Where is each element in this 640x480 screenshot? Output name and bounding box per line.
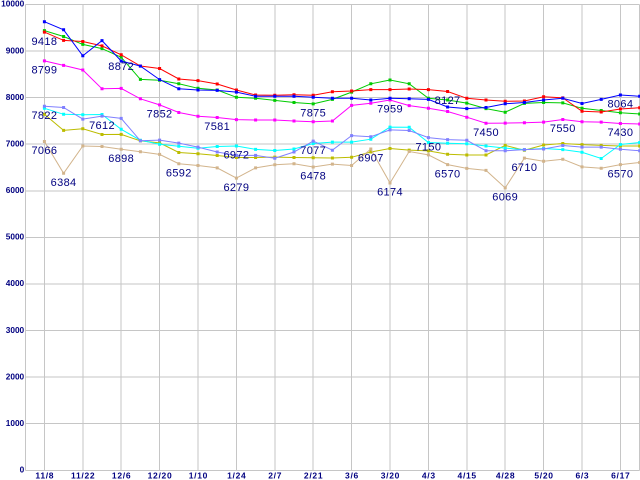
- svg-text:7550: 7550: [550, 123, 576, 135]
- svg-text:7852: 7852: [147, 109, 173, 121]
- svg-text:6/3: 6/3: [575, 470, 589, 480]
- svg-text:4000: 4000: [6, 278, 25, 288]
- svg-text:6478: 6478: [300, 171, 326, 183]
- svg-text:5000: 5000: [6, 232, 25, 242]
- svg-text:6/17: 6/17: [611, 470, 630, 480]
- svg-text:9418: 9418: [31, 36, 57, 48]
- svg-text:10000: 10000: [1, 0, 24, 9]
- svg-text:8000: 8000: [6, 92, 25, 102]
- svg-text:7430: 7430: [607, 127, 633, 139]
- svg-text:3000: 3000: [6, 325, 25, 335]
- svg-text:0: 0: [20, 465, 25, 475]
- svg-text:4/15: 4/15: [458, 470, 477, 480]
- svg-text:7612: 7612: [89, 120, 115, 132]
- svg-text:2/21: 2/21: [304, 470, 323, 480]
- svg-text:7000: 7000: [6, 138, 25, 148]
- svg-text:6898: 6898: [108, 153, 134, 165]
- svg-text:8064: 8064: [607, 99, 633, 111]
- svg-text:3/6: 3/6: [345, 470, 359, 480]
- svg-text:7450: 7450: [473, 127, 499, 139]
- svg-text:11/22: 11/22: [71, 470, 95, 480]
- svg-text:11/8: 11/8: [35, 470, 54, 480]
- svg-text:6279: 6279: [223, 182, 249, 194]
- svg-text:3/20: 3/20: [381, 470, 400, 480]
- svg-text:12/6: 12/6: [112, 470, 131, 480]
- svg-text:7066: 7066: [31, 145, 57, 157]
- svg-text:6000: 6000: [6, 185, 25, 195]
- svg-text:4/28: 4/28: [496, 470, 515, 480]
- svg-text:6907: 6907: [358, 153, 384, 165]
- svg-text:2/7: 2/7: [268, 470, 282, 480]
- svg-text:6972: 6972: [223, 150, 249, 162]
- svg-text:7959: 7959: [377, 104, 403, 116]
- svg-text:12/20: 12/20: [148, 470, 173, 480]
- svg-text:7581: 7581: [204, 121, 230, 133]
- svg-text:6710: 6710: [511, 162, 537, 174]
- svg-text:7822: 7822: [31, 110, 57, 122]
- svg-text:1/10: 1/10: [189, 470, 208, 480]
- svg-text:5/20: 5/20: [534, 470, 553, 480]
- svg-text:8127: 8127: [435, 95, 461, 107]
- svg-text:6384: 6384: [51, 177, 77, 189]
- svg-text:9000: 9000: [6, 45, 25, 55]
- svg-text:8799: 8799: [31, 65, 57, 77]
- svg-text:7150: 7150: [415, 141, 441, 153]
- svg-text:2000: 2000: [6, 371, 25, 381]
- svg-text:7077: 7077: [300, 145, 326, 157]
- svg-text:6174: 6174: [377, 187, 403, 199]
- svg-text:1000: 1000: [6, 418, 25, 428]
- svg-text:1/24: 1/24: [227, 470, 246, 480]
- svg-text:7875: 7875: [300, 108, 326, 120]
- svg-text:4/3: 4/3: [422, 470, 436, 480]
- svg-text:6069: 6069: [492, 192, 518, 204]
- svg-text:8872: 8872: [108, 61, 134, 73]
- svg-text:6592: 6592: [166, 167, 192, 179]
- svg-text:6570: 6570: [607, 168, 633, 180]
- svg-text:6570: 6570: [435, 168, 461, 180]
